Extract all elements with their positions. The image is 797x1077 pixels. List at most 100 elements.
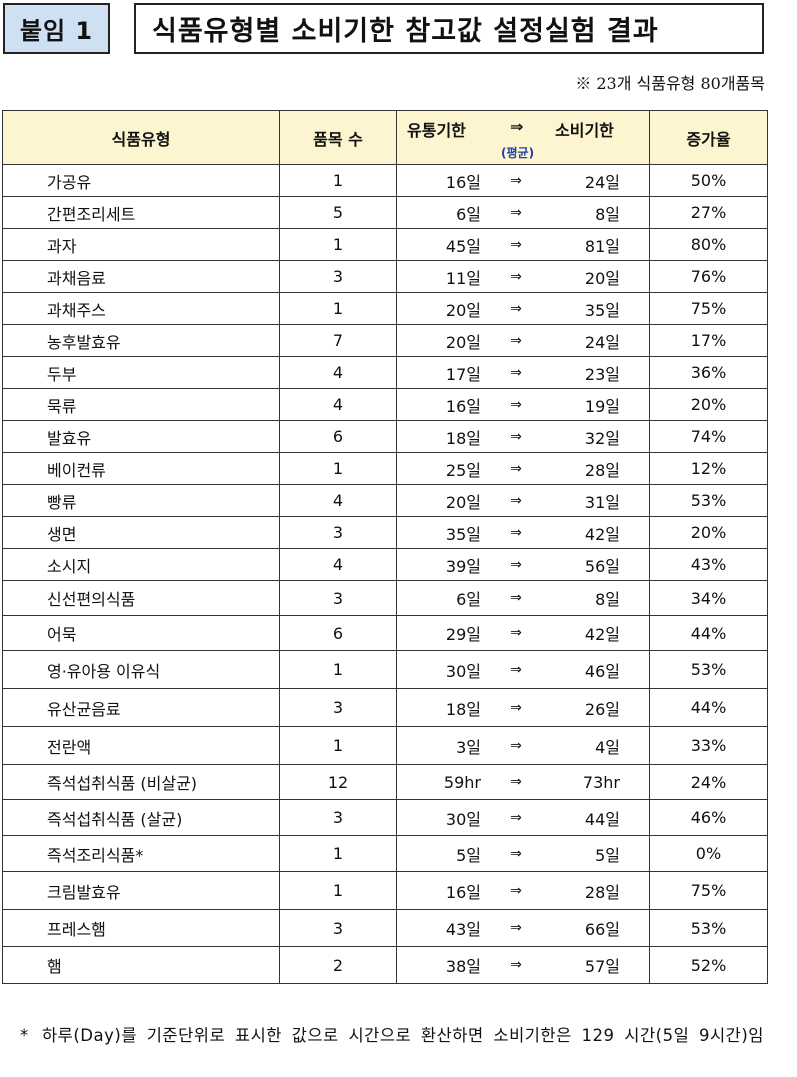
- expiry-cell: 11일 ⇒ 20일: [396, 260, 650, 293]
- item-count-cell: 1: [279, 871, 397, 910]
- arrow-icon: ⇒: [510, 737, 522, 754]
- item-count-cell: 1: [279, 228, 397, 261]
- arrow-icon: ⇒: [510, 364, 522, 381]
- increase-rate-cell: 33%: [649, 726, 768, 765]
- expiry-cell: 16일 ⇒ 24일: [396, 164, 650, 197]
- increase-rate-cell: 75%: [649, 871, 768, 910]
- expiry-to-value: 24일: [584, 172, 620, 192]
- expiry-cell: 16일 ⇒ 28일: [396, 871, 650, 910]
- expiry-from-value: 39일: [445, 556, 481, 576]
- table-body: 가공유 1 16일 ⇒ 24일 50% 간편조리세트 5 6일 ⇒ 8일 27% 과자 1 45일 ⇒ 81일 8…: [2, 164, 768, 984]
- expiry-cell: 20일 ⇒ 35일: [396, 292, 650, 325]
- expiry-cell: 43일 ⇒ 66일: [396, 909, 650, 947]
- increase-rate-cell: 80%: [649, 228, 768, 261]
- expiry-to-value: 23일: [584, 364, 620, 384]
- expiry-to-value: 19일: [584, 396, 620, 416]
- increase-rate-cell: 53%: [649, 909, 768, 947]
- increase-rate-cell: 76%: [649, 260, 768, 293]
- increase-rate-cell: 20%: [649, 388, 768, 421]
- table-row: 과자 1 45일 ⇒ 81일 80%: [2, 228, 768, 261]
- expiry-from-value: 25일: [445, 460, 481, 480]
- table-row: 빵류 4 20일 ⇒ 31일 53%: [2, 484, 768, 517]
- increase-rate-cell: 46%: [649, 799, 768, 836]
- table-header-row: 식품유형 품목 수 유통기한 ⇒ 소비기한 (평균) 증가율: [2, 110, 768, 165]
- expiry-to-value: 8일: [595, 204, 620, 224]
- attachment-badge: 붙임 1: [3, 3, 110, 54]
- expiry-to-value: 56일: [584, 556, 620, 576]
- expiry-cell: 3일 ⇒ 4일: [396, 726, 650, 765]
- table-row: 영·유아용 이유식 1 30일 ⇒ 46일 53%: [2, 650, 768, 689]
- page-title: 식품유형별 소비기한 참고값 설정실험 결과: [134, 3, 764, 54]
- food-type-cell: 프레스햄: [2, 909, 280, 947]
- expiry-from-value: 20일: [445, 492, 481, 512]
- table-row: 어묵 6 29일 ⇒ 42일 44%: [2, 615, 768, 651]
- expiry-from-value: 45일: [445, 236, 481, 256]
- table-row: 크림발효유 1 16일 ⇒ 28일 75%: [2, 871, 768, 910]
- table-row: 묵류 4 16일 ⇒ 19일 20%: [2, 388, 768, 421]
- expiry-from-value: 30일: [445, 661, 481, 681]
- header-expiry: 유통기한 ⇒ 소비기한 (평균): [396, 110, 650, 165]
- expiry-cell: 17일 ⇒ 23일: [396, 356, 650, 389]
- table-row: 신선편의식품 3 6일 ⇒ 8일 34%: [2, 580, 768, 616]
- item-count-cell: 1: [279, 726, 397, 765]
- table-row: 즉석조리식품* 1 5일 ⇒ 5일 0%: [2, 835, 768, 872]
- expiry-to-value: 28일: [584, 882, 620, 902]
- food-type-cell: 즉석섭취식품 (비살균): [2, 764, 280, 800]
- expiry-from-value: 20일: [445, 300, 481, 320]
- expiry-from-value: 20일: [445, 332, 481, 352]
- item-count-cell: 12: [279, 764, 397, 800]
- item-count-cell: 1: [279, 452, 397, 485]
- increase-rate-cell: 36%: [649, 356, 768, 389]
- item-count-cell: 1: [279, 650, 397, 689]
- food-type-cell: 전란액: [2, 726, 280, 765]
- arrow-icon: ⇒: [510, 524, 522, 541]
- table-row: 생면 3 35일 ⇒ 42일 20%: [2, 516, 768, 549]
- food-type-cell: 묵류: [2, 388, 280, 421]
- food-type-cell: 영·유아용 이유식: [2, 650, 280, 689]
- expiry-from-value: 11일: [445, 268, 481, 288]
- table-row: 과채음료 3 11일 ⇒ 20일 76%: [2, 260, 768, 293]
- summary-note: ※ 23개 식품유형 80개품목: [575, 74, 765, 93]
- item-count-cell: 1: [279, 292, 397, 325]
- expiry-from-value: 29일: [445, 625, 481, 644]
- food-type-cell: 베이컨류: [2, 452, 280, 485]
- arrow-icon: ⇒: [510, 172, 522, 189]
- item-count-cell: 3: [279, 260, 397, 293]
- item-count-cell: 4: [279, 356, 397, 389]
- expiry-to-value: 35일: [584, 300, 620, 320]
- expiry-to-value: 42일: [584, 625, 620, 644]
- header-arrow: ⇒: [510, 117, 524, 136]
- arrow-icon: ⇒: [510, 774, 522, 790]
- table-row: 전란액 1 3일 ⇒ 4일 33%: [2, 726, 768, 765]
- arrow-icon: ⇒: [510, 556, 522, 573]
- food-type-cell: 어묵: [2, 615, 280, 651]
- arrow-icon: ⇒: [510, 845, 522, 862]
- expiry-to-value: 24일: [584, 332, 620, 352]
- table-row: 프레스햄 3 43일 ⇒ 66일 53%: [2, 909, 768, 947]
- increase-rate-cell: 12%: [649, 452, 768, 485]
- item-count-cell: 1: [279, 835, 397, 872]
- expiry-to-value: 5일: [595, 845, 620, 865]
- food-type-cell: 과자: [2, 228, 280, 261]
- expiry-from-value: 18일: [445, 428, 481, 448]
- expiry-cell: 18일 ⇒ 32일: [396, 420, 650, 453]
- expiry-to-value: 44일: [584, 809, 620, 829]
- item-count-cell: 1: [279, 164, 397, 197]
- item-count-cell: 4: [279, 548, 397, 581]
- expiry-to-value: 32일: [584, 428, 620, 448]
- item-count-cell: 6: [279, 420, 397, 453]
- expiry-cell: 59hr ⇒ 73hr: [396, 764, 650, 800]
- increase-rate-cell: 27%: [649, 196, 768, 229]
- item-count-cell: 7: [279, 324, 397, 357]
- food-type-cell: 두부: [2, 356, 280, 389]
- arrow-icon: ⇒: [510, 396, 522, 413]
- expiry-cell: 45일 ⇒ 81일: [396, 228, 650, 261]
- expiry-from-value: 17일: [445, 364, 481, 384]
- food-type-cell: 즉석섭취식품 (살균): [2, 799, 280, 836]
- header-average-note: (평균): [501, 146, 535, 160]
- food-type-cell: 빵류: [2, 484, 280, 517]
- expiry-from-value: 3일: [456, 737, 481, 757]
- footnote-mark: *: [20, 1026, 29, 1045]
- increase-rate-cell: 74%: [649, 420, 768, 453]
- food-type-cell: 과채음료: [2, 260, 280, 293]
